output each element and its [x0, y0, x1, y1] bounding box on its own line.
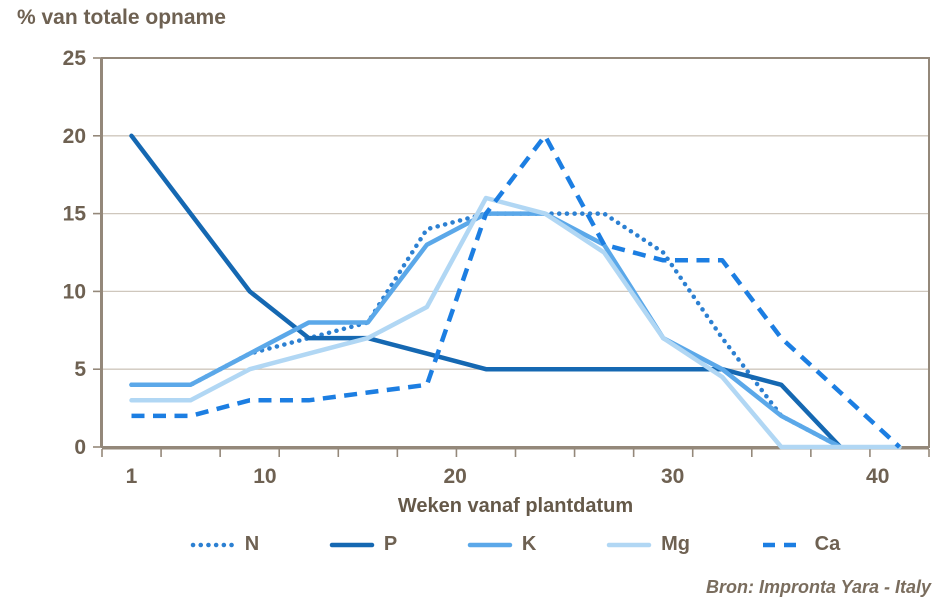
legend-item-N: N: [190, 533, 259, 556]
x-tick-label: 40: [866, 465, 889, 488]
plot-border: [101, 57, 930, 448]
chart-legend: N P K Mg Ca: [120, 533, 910, 556]
legend-item-Ca: Ca: [760, 533, 841, 556]
chart-title: % van totale opname: [17, 6, 226, 29]
legend-label-Mg: Mg: [661, 533, 690, 555]
legend-label-K: K: [521, 533, 537, 555]
legend-label-Ca: Ca: [814, 533, 841, 555]
x-axis-title: Weken vanaf plantdatum: [397, 495, 634, 517]
series-line-N: [129, 211, 843, 450]
legend-swatch-Ca: [762, 542, 803, 547]
y-tick-label: 10: [63, 280, 86, 303]
series-line-Mg: [129, 195, 902, 450]
series-line-K: [129, 211, 843, 450]
x-tick-label: 30: [661, 465, 684, 488]
series-line-Ca: [131, 133, 902, 449]
y-tick-label: 5: [74, 358, 86, 381]
legend-swatch-K: [467, 542, 513, 547]
y-tick-label: 15: [63, 203, 87, 226]
legend-swatch-P: [329, 542, 375, 547]
y-tick-label: 25: [63, 47, 87, 70]
x-tick-label: 10: [253, 465, 276, 488]
legend-item-P: P: [329, 533, 397, 556]
source-credit: Bron: Impronta Yara - Italy: [705, 577, 931, 597]
legend-swatch-N: [190, 542, 235, 547]
legend-item-K: K: [467, 533, 536, 556]
y-tick-label: 20: [63, 125, 86, 148]
y-tick-label: 0: [74, 436, 86, 459]
x-tick-label: 1: [126, 465, 138, 488]
legend-swatch-Mg: [606, 542, 652, 547]
legend-label-P: P: [383, 533, 398, 555]
legend-label-N: N: [244, 533, 260, 555]
x-tick-label: 20: [443, 465, 466, 488]
legend-item-Mg: Mg: [606, 533, 690, 556]
